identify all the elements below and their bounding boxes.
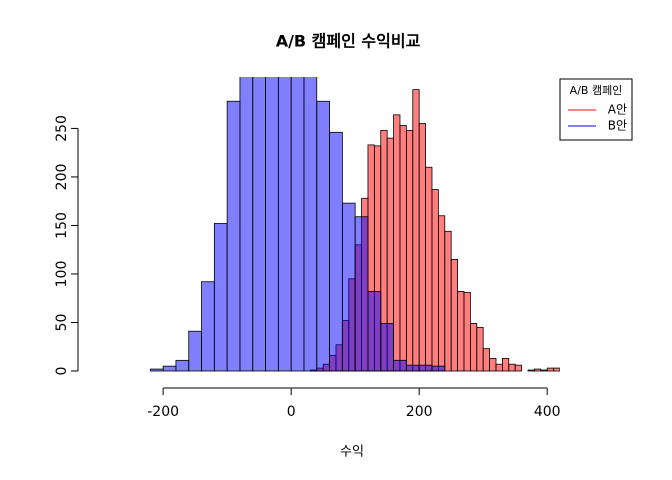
bar bbox=[239, 77, 254, 372]
bar bbox=[265, 77, 279, 372]
bar bbox=[303, 77, 318, 372]
bar bbox=[527, 369, 535, 372]
bar bbox=[252, 77, 266, 372]
y-tick-label: 200 bbox=[54, 164, 70, 191]
bar bbox=[533, 368, 542, 372]
bar bbox=[405, 364, 420, 372]
bar bbox=[553, 367, 560, 372]
bar bbox=[431, 189, 439, 372]
bar bbox=[380, 323, 394, 372]
bar bbox=[444, 230, 452, 372]
legend-label: B안 bbox=[608, 119, 627, 133]
bar bbox=[329, 131, 343, 372]
bar bbox=[405, 129, 414, 372]
y-tick-label: 100 bbox=[54, 261, 70, 288]
bar bbox=[463, 292, 471, 372]
bar bbox=[418, 123, 426, 372]
bar bbox=[514, 364, 522, 372]
y-tick-label: 250 bbox=[54, 115, 70, 142]
y-tick-label: 50 bbox=[54, 314, 70, 332]
bar bbox=[393, 359, 407, 372]
legend-title: A/B 캠페인 bbox=[570, 84, 623, 97]
bar bbox=[367, 291, 382, 372]
bar bbox=[354, 216, 369, 372]
chart-title: A/B 캠페인 수익비교 bbox=[276, 32, 421, 51]
bar bbox=[489, 357, 497, 372]
bar bbox=[546, 367, 554, 372]
bar bbox=[290, 77, 305, 372]
bar bbox=[476, 326, 484, 372]
bar bbox=[277, 77, 292, 372]
bar bbox=[431, 365, 446, 372]
bar bbox=[418, 364, 433, 372]
bar bbox=[399, 125, 407, 372]
legend-label: A안 bbox=[608, 103, 627, 117]
bar bbox=[149, 368, 164, 372]
x-axis-label: 수익 bbox=[340, 445, 364, 460]
bar bbox=[495, 363, 503, 372]
x-tick-label: 200 bbox=[406, 404, 433, 420]
bar bbox=[213, 223, 228, 372]
bar bbox=[162, 365, 177, 372]
bar bbox=[482, 348, 490, 372]
x-tick-label: 400 bbox=[534, 404, 561, 420]
bar bbox=[316, 100, 330, 372]
x-tick-label: 0 bbox=[287, 404, 296, 420]
bar bbox=[508, 363, 516, 372]
bar bbox=[425, 166, 433, 372]
bar bbox=[188, 330, 202, 372]
bar bbox=[469, 323, 478, 372]
bar bbox=[457, 291, 465, 372]
bar bbox=[226, 100, 241, 372]
bar bbox=[501, 357, 510, 372]
y-tick-label: 0 bbox=[54, 367, 70, 376]
bar bbox=[201, 281, 215, 372]
plot-area bbox=[149, 77, 560, 372]
bar bbox=[175, 359, 190, 372]
bar bbox=[540, 369, 548, 372]
bar bbox=[437, 215, 446, 372]
bar bbox=[341, 202, 356, 372]
x-tick-label: -200 bbox=[147, 404, 179, 420]
bar bbox=[450, 259, 458, 372]
y-tick-label: 150 bbox=[54, 212, 70, 239]
bar bbox=[393, 114, 401, 372]
bar bbox=[412, 89, 420, 372]
